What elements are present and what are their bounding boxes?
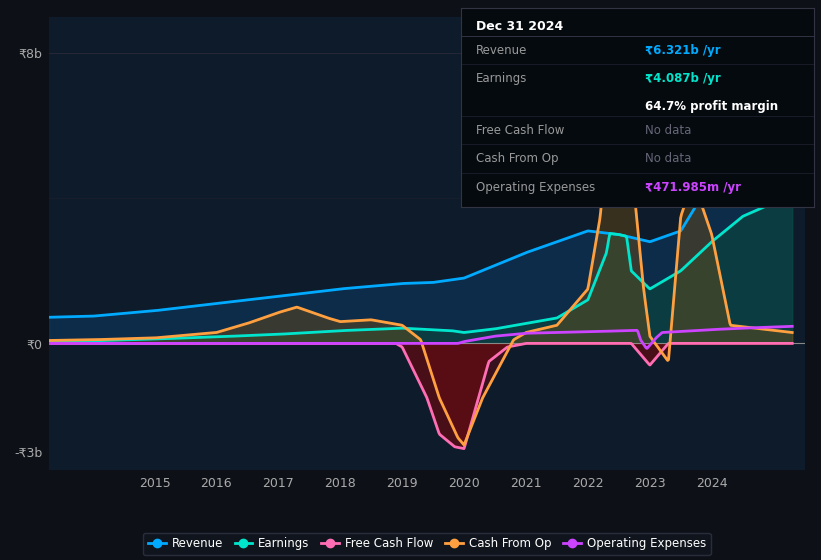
Text: Dec 31 2024: Dec 31 2024 [475, 20, 562, 34]
Text: Cash From Op: Cash From Op [475, 152, 558, 165]
Legend: Revenue, Earnings, Free Cash Flow, Cash From Op, Operating Expenses: Revenue, Earnings, Free Cash Flow, Cash … [143, 533, 711, 555]
Text: ₹4.087b /yr: ₹4.087b /yr [645, 72, 721, 85]
Text: No data: No data [645, 124, 691, 137]
Text: 64.7% profit margin: 64.7% profit margin [645, 100, 778, 113]
Text: Earnings: Earnings [475, 72, 527, 85]
Text: Revenue: Revenue [475, 44, 527, 57]
Text: Operating Expenses: Operating Expenses [475, 181, 594, 194]
Text: ₹471.985m /yr: ₹471.985m /yr [645, 181, 741, 194]
Text: ₹6.321b /yr: ₹6.321b /yr [645, 44, 721, 57]
Text: No data: No data [645, 152, 691, 165]
Text: Free Cash Flow: Free Cash Flow [475, 124, 564, 137]
